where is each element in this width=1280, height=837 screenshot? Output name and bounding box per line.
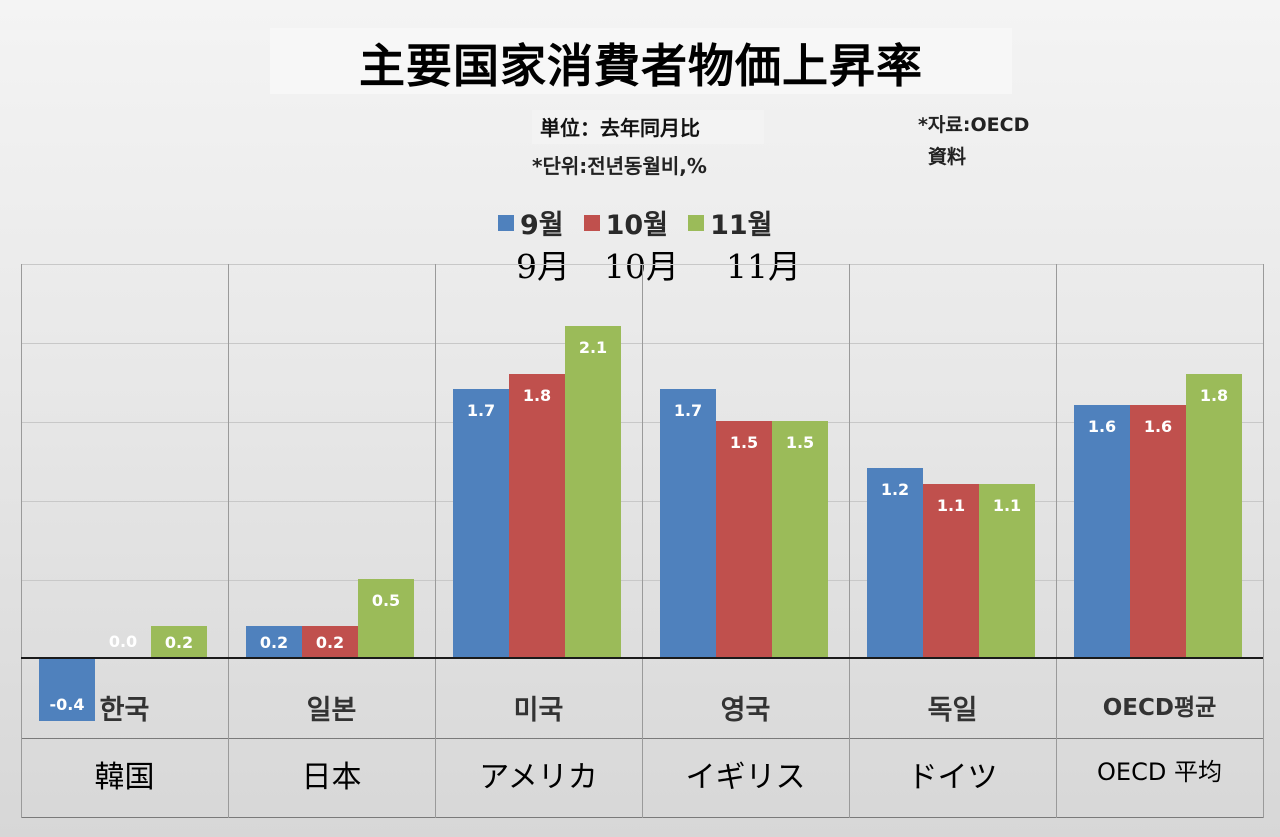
legend-swatch-icon (498, 214, 514, 231)
category-label-jp: ドイツ (907, 760, 998, 795)
unit-label-jp: 単位：去年同月比 (540, 116, 700, 140)
data-label: 1.7 (673, 401, 703, 421)
legend-item-oct: 10월 (583, 203, 669, 242)
bar (1186, 373, 1242, 658)
zero-axis (21, 657, 1263, 659)
bar (509, 373, 565, 658)
data-label: 1.1 (992, 496, 1022, 516)
data-label: -0.4 (49, 695, 85, 715)
data-label: 0.5 (371, 591, 401, 610)
bar (923, 484, 979, 658)
data-label: 1.5 (729, 433, 759, 452)
legend-label-jp: 11月 (726, 247, 801, 286)
data-label: 0.2 (259, 633, 289, 653)
data-label: 0.0 (108, 632, 138, 651)
plot-area: -0.4 0.2 1.7 1.7 1.2 1.6 0.0 0.2 1.8 1.5 1.1 1.6 0.2… (21, 264, 1264, 818)
bar (565, 326, 621, 658)
data-label: 1.1 (936, 496, 966, 516)
bar (453, 389, 509, 658)
data-label: 1.8 (522, 385, 552, 405)
title-background (270, 28, 1012, 94)
data-label: 1.6 (1087, 417, 1117, 437)
bar (39, 658, 95, 722)
category-label-kr: 한국 (99, 695, 150, 726)
bar (358, 579, 414, 658)
data-label: 1.7 (466, 401, 496, 421)
column-divider (228, 264, 229, 818)
column-divider (21, 264, 22, 818)
bar (246, 626, 302, 658)
category-label-jp: 日本 (301, 760, 362, 795)
legend-swatch-icon (688, 214, 705, 231)
category-label-kr: 미국 (513, 695, 564, 726)
data-label: 1.6 (1143, 417, 1173, 437)
column-divider (1056, 264, 1057, 818)
category-label-kr: OECD평균 (1102, 695, 1217, 721)
legend-label: 11월 (710, 210, 773, 241)
legend-jp: 9月 10月 11月 (516, 240, 801, 288)
bar (979, 484, 1035, 658)
category-label-jp: アメリカ (479, 760, 598, 795)
bar (660, 389, 716, 658)
unit-label-kr: *단위:전년동월비,% (532, 154, 707, 178)
data-label: 2.1 (578, 338, 608, 358)
data-label: 1.8 (1199, 385, 1229, 405)
bar (1130, 405, 1186, 658)
legend-label-jp: 9月 (516, 247, 570, 286)
bar (151, 626, 207, 658)
column-divider (435, 264, 436, 818)
bar (1074, 405, 1130, 658)
bar (867, 468, 923, 658)
category-label-kr: 일본 (306, 695, 357, 726)
data-label: 0.2 (315, 633, 345, 653)
legend-label-jp: 10月 (604, 247, 679, 286)
bar (772, 421, 828, 658)
legend-label: 9월 (520, 210, 564, 241)
category-label-jp: OECD 平均 (1097, 758, 1222, 786)
legend-item-sep: 9월 (498, 203, 564, 242)
source-label-kr: *자료:OECD (918, 114, 1030, 136)
column-divider (1263, 264, 1264, 818)
category-label-jp: イギリス (685, 760, 806, 795)
bar (302, 626, 358, 658)
legend-label: 10월 (605, 210, 669, 241)
legend: 9월 10월 11월 (498, 203, 772, 242)
data-label: 1.2 (880, 480, 910, 500)
category-label-jp: 韓国 (94, 760, 155, 795)
category-label-kr: 독일 (927, 695, 978, 726)
legend-item-nov: 11월 (688, 203, 772, 242)
column-divider (849, 264, 850, 818)
data-label: 1.5 (785, 433, 815, 452)
column-divider (642, 264, 643, 818)
source-label-jp: 資料 (928, 146, 967, 168)
category-label-kr: 영국 (720, 695, 771, 726)
chart-title: 主要国家消費者物価上昇率 (359, 39, 923, 93)
data-label: 0.2 (164, 633, 194, 653)
bar (716, 421, 772, 658)
unit-jp-background (532, 110, 764, 144)
legend-swatch-icon (583, 214, 600, 231)
